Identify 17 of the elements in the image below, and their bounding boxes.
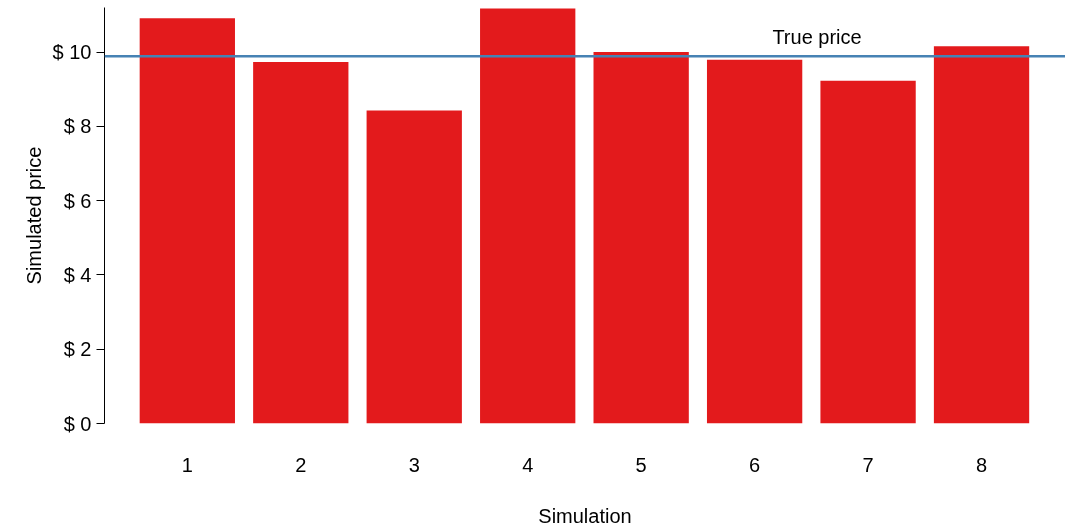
x-tick-label: 6 [749,453,761,476]
x-tick-label: 2 [295,453,307,476]
y-axis-title: Simulated price [22,146,45,285]
x-axis-title: Simulation [538,504,632,527]
x-tick-label: 5 [635,453,647,476]
x-tick-label: 3 [408,453,420,476]
x-tick-label: 7 [862,453,874,476]
y-tick-label: $ 8 [63,115,92,138]
y-tick-label: $ 2 [63,338,92,361]
y-tick-label: $ 10 [52,41,92,64]
y-tick-label: $ 6 [63,189,92,212]
ref-line-label: True price [772,26,862,49]
x-tick-label: 4 [522,453,534,476]
y-tick-label: $ 0 [63,412,92,435]
x-tick-label: 8 [975,453,988,476]
y-tick-label: $ 4 [63,263,92,286]
x-tick-label: 1 [181,453,193,476]
